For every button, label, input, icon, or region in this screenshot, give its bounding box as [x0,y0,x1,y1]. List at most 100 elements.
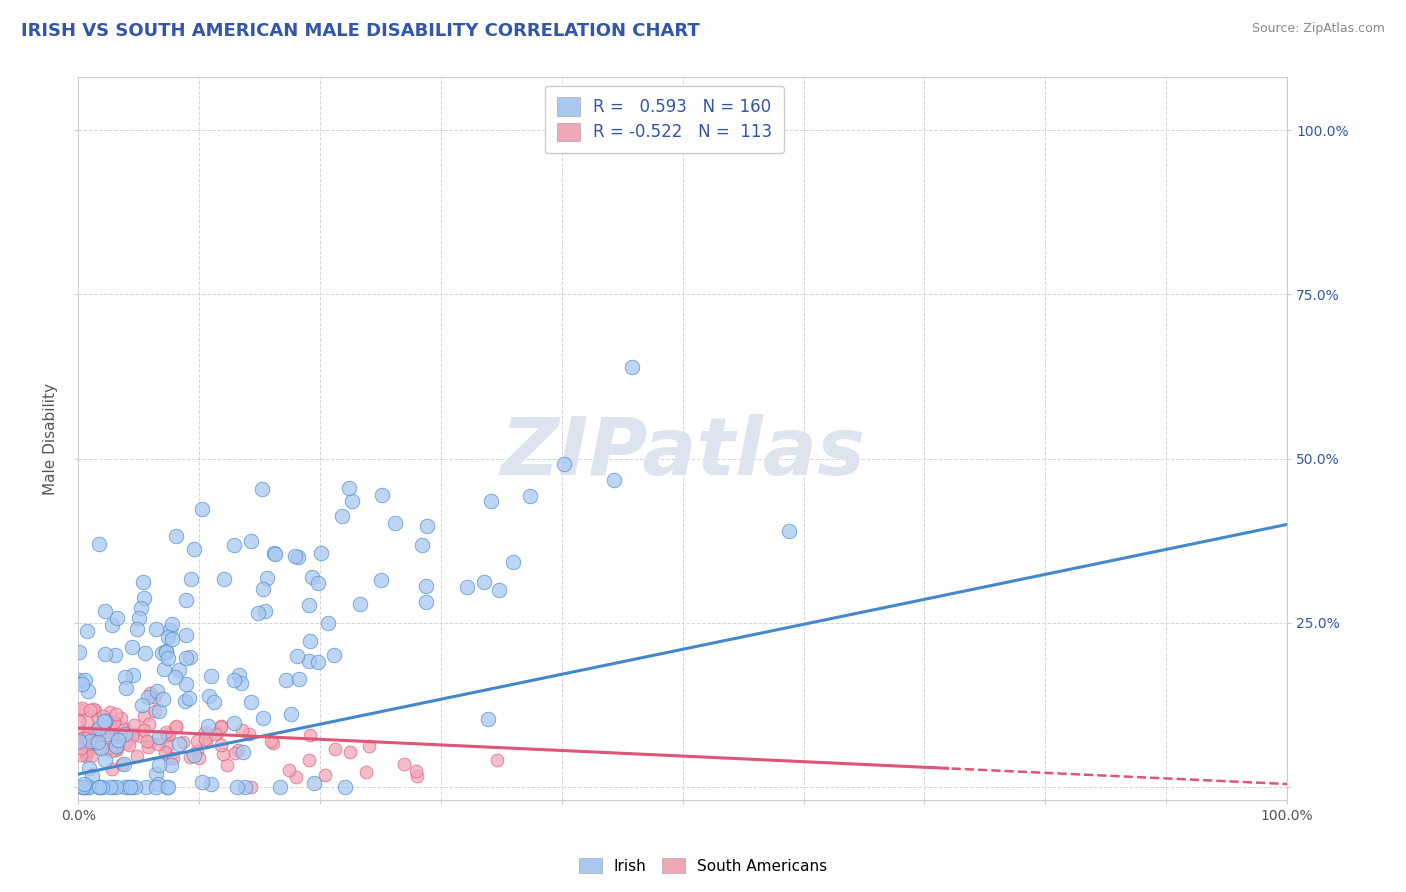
Point [138,717,160,731]
Point [280,707,302,722]
Point [179,750,201,764]
Point [122,668,145,682]
Point [86,731,108,745]
Point [246,606,269,620]
Point [456,580,478,594]
Point [77,780,100,794]
Point [145,780,167,794]
Point [75,749,97,764]
Point [69,734,91,748]
Point [603,473,626,487]
Point [121,640,143,654]
Point [94,714,117,729]
Point [349,597,371,611]
Point [156,739,179,753]
Point [73,780,96,794]
Point [90,721,112,735]
Point [231,723,253,737]
Point [174,650,197,665]
Point [77,780,100,794]
Point [153,745,176,759]
Point [105,611,128,625]
Point [76,683,98,698]
Point [778,524,800,539]
Point [142,690,165,705]
Point [131,600,153,615]
Point [165,719,187,733]
Point [288,672,311,686]
Point [72,724,94,739]
Point [200,669,222,683]
Y-axis label: Male Disability: Male Disability [44,383,58,495]
Point [103,721,125,735]
Point [89,724,111,739]
Point [194,735,217,749]
Point [311,546,333,560]
Point [274,673,297,687]
Point [70,701,93,715]
Point [148,704,170,718]
Point [190,502,212,516]
Point [191,775,214,789]
Point [278,764,301,778]
Point [110,720,132,734]
Point [232,745,254,759]
Point [180,572,202,586]
Point [339,745,361,759]
Point [226,743,249,757]
Point [323,648,346,663]
Point [156,780,179,794]
Point [323,742,346,756]
Point [299,728,322,742]
Point [139,735,162,749]
Point [80,739,103,753]
Point [122,727,145,741]
Point [225,780,247,794]
Point [103,737,125,751]
Point [394,756,416,771]
Point [146,777,169,791]
Point [152,691,174,706]
Point [132,574,155,589]
Point [112,721,135,735]
Point [231,676,253,690]
Point [371,488,394,502]
Point [183,542,205,557]
Point [115,736,138,750]
Point [155,729,177,743]
Point [486,753,509,767]
Point [89,741,111,756]
Point [104,648,127,663]
Text: ZIPatlas: ZIPatlas [501,415,865,492]
Point [157,726,180,740]
Point [69,673,91,688]
Point [87,537,110,551]
Point [197,719,219,733]
Point [502,555,524,569]
Point [94,714,117,729]
Point [354,764,377,779]
Point [163,670,186,684]
Point [87,712,110,726]
Point [136,734,159,748]
Point [298,598,321,612]
Point [79,726,101,740]
Point [128,610,150,624]
Point [84,734,107,748]
Point [93,714,115,729]
Point [120,780,142,794]
Point [256,571,278,585]
Point [285,648,308,663]
Point [155,725,177,739]
Point [553,457,575,471]
Point [103,715,125,730]
Point [79,734,101,748]
Point [77,745,100,759]
Point [98,780,121,794]
Point [179,650,201,665]
Point [316,615,339,630]
Point [69,714,91,728]
Point [253,604,276,618]
Point [238,726,260,740]
Point [105,741,128,756]
